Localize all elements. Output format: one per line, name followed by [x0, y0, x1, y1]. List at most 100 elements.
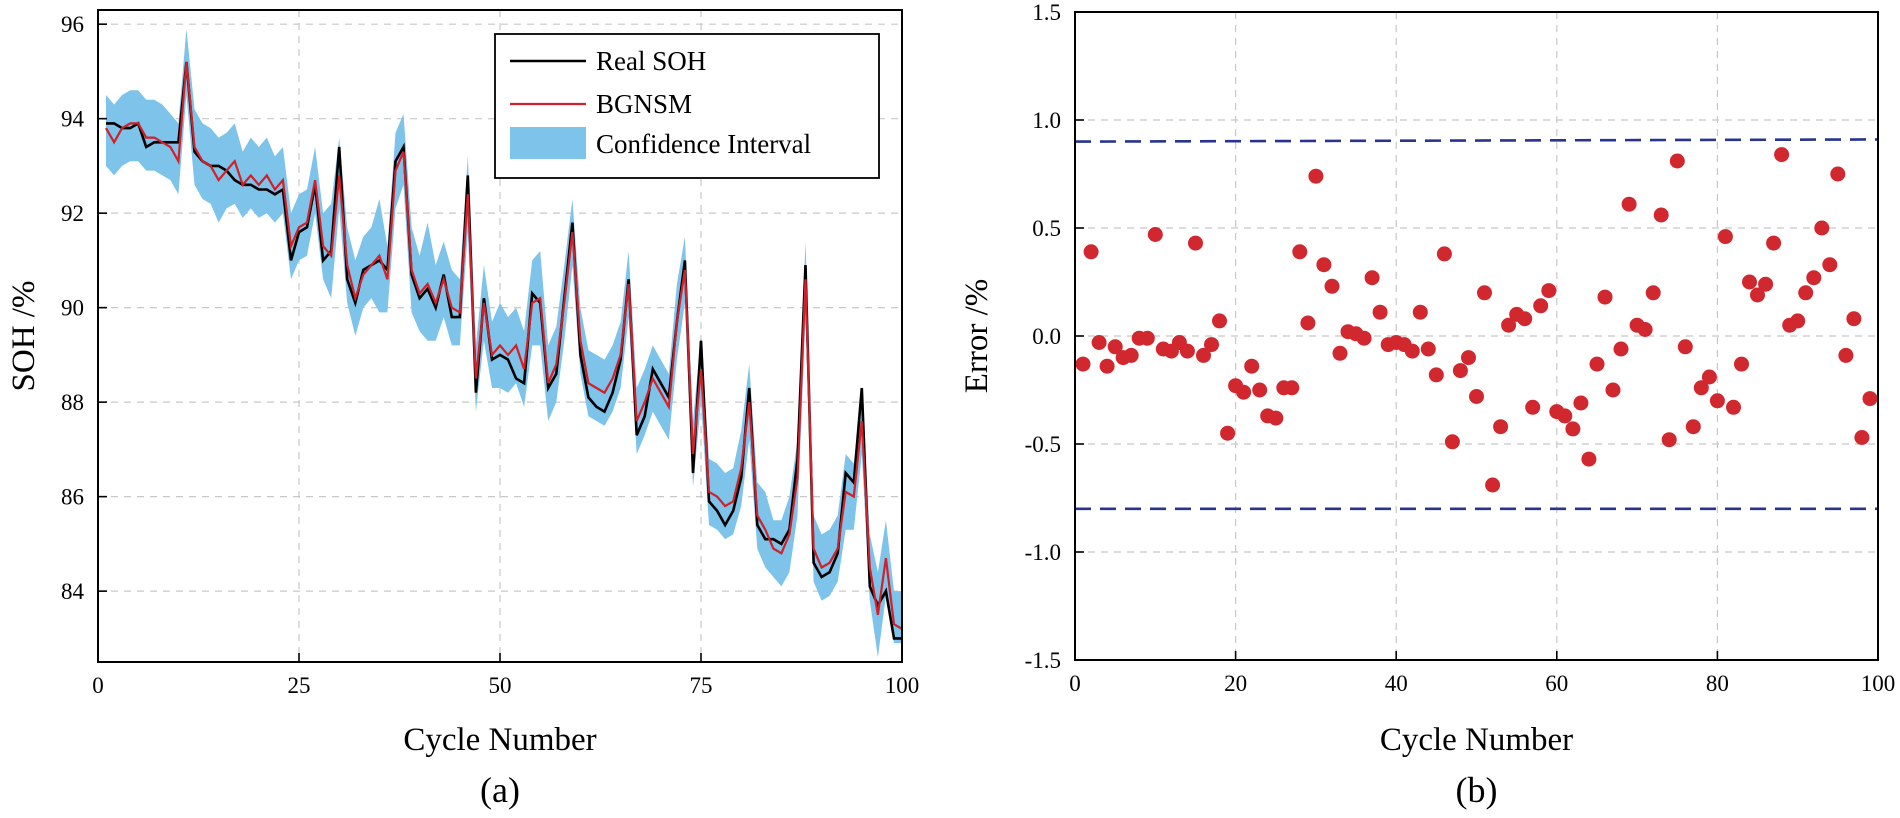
error-point: [1404, 343, 1420, 359]
x-tick-label: 50: [489, 673, 512, 698]
error-point: [1701, 369, 1717, 385]
error-point: [1717, 229, 1733, 245]
x-tick-label: 20: [1224, 671, 1247, 696]
error-point: [1364, 270, 1380, 286]
error-point: [1693, 380, 1709, 396]
error-point: [1428, 367, 1444, 383]
error-point: [1758, 276, 1774, 292]
error-point: [1774, 147, 1790, 163]
error-point: [1236, 384, 1252, 400]
error-point: [1822, 257, 1838, 273]
panel-b-grid: [1075, 12, 1878, 660]
error-point: [1147, 227, 1163, 242]
error-point: [1581, 451, 1597, 467]
y-tick-label: 94: [61, 107, 85, 132]
error-point: [1517, 311, 1533, 327]
panel-a-y-axis-label: SOH /%: [6, 281, 42, 392]
y-tick-label: 86: [61, 485, 84, 510]
error-point: [1790, 313, 1806, 329]
error-point: [1661, 432, 1677, 448]
error-point: [1139, 330, 1155, 346]
error-point: [1798, 285, 1814, 301]
error-point: [1854, 430, 1870, 445]
error-point: [1573, 395, 1589, 411]
error-point: [1412, 304, 1428, 320]
error-point: [1091, 335, 1107, 350]
error-point: [1677, 339, 1693, 355]
error-point: [1075, 356, 1091, 372]
error-point: [1284, 380, 1300, 396]
upper-error-bound-line: [1074, 138, 1879, 143]
error-point: [1565, 421, 1581, 437]
panel-b-ticks: 0 20 40 60 80 100 -1.5 -1.0 -0.5 0.0 0.5 1.0 1.5: [1025, 0, 1896, 696]
error-point: [1814, 220, 1830, 236]
panel-a-label: (a): [480, 770, 520, 810]
y-tick-label: 1.5: [1032, 0, 1061, 25]
error-point: [1356, 330, 1372, 346]
confidence-interval-band: [106, 28, 902, 658]
error-point: [1557, 408, 1573, 424]
error-points: [1075, 147, 1878, 493]
error-point: [1268, 410, 1284, 426]
error-point: [1324, 278, 1340, 294]
panel-a-x-axis-label: Cycle Number: [403, 722, 596, 758]
error-point: [1083, 244, 1099, 260]
y-tick-label: 88: [61, 390, 84, 415]
x-tick-label: 40: [1385, 671, 1408, 696]
y-tick-label: -1.0: [1025, 540, 1061, 565]
error-point: [1212, 313, 1227, 329]
error-point: [1597, 289, 1613, 305]
error-point: [1734, 356, 1749, 372]
error-point: [1372, 304, 1388, 320]
error-point: [1742, 274, 1757, 290]
y-tick-label: -1.5: [1025, 648, 1061, 673]
error-point: [1469, 389, 1484, 404]
error-point: [1123, 347, 1139, 363]
error-point: [1493, 419, 1509, 435]
bgnsm-line: [105, 61, 903, 630]
error-point: [1613, 341, 1629, 357]
error-point: [1533, 298, 1549, 314]
error-point: [1838, 347, 1854, 363]
x-tick-label: 80: [1706, 671, 1729, 696]
error-point: [1846, 311, 1862, 327]
error-point: [1099, 358, 1115, 374]
error-point: [1477, 285, 1492, 301]
error-point: [1621, 196, 1637, 212]
x-tick-label: 60: [1545, 671, 1568, 696]
error-point: [1685, 419, 1701, 435]
error-point: [1444, 434, 1460, 450]
x-tick-label: 0: [92, 673, 104, 698]
y-tick-label: 0.5: [1032, 216, 1061, 241]
x-tick-label: 100: [885, 673, 920, 698]
error-point: [1461, 350, 1476, 366]
error-point: [1709, 393, 1725, 409]
y-tick-label: -0.5: [1025, 432, 1061, 457]
x-tick-label: 100: [1861, 671, 1896, 696]
error-point: [1107, 339, 1123, 355]
error-point: [1830, 166, 1846, 182]
error-point: [1204, 337, 1219, 353]
panel-b-x-axis-label: Cycle Number: [1380, 722, 1573, 758]
error-point: [1862, 391, 1878, 407]
x-tick-label: 0: [1069, 671, 1081, 696]
error-point: [1452, 363, 1468, 379]
error-point: [1653, 207, 1669, 223]
error-point: [1806, 270, 1822, 286]
error-point: [1196, 347, 1211, 363]
error-point: [1188, 235, 1203, 251]
error-point: [1726, 399, 1741, 415]
panel-b-y-axis-label: Error /%: [959, 279, 995, 394]
panel-a-ticks: 0 25 50 75 100 84 86 88 90 92 94 96: [61, 12, 919, 698]
error-point: [1292, 244, 1308, 260]
x-tick-label: 75: [690, 673, 713, 698]
error-point: [1645, 285, 1661, 301]
y-tick-label: 0.0: [1032, 324, 1061, 349]
error-point: [1525, 399, 1541, 415]
error-point: [1332, 345, 1348, 361]
error-point: [1436, 246, 1452, 262]
error-point: [1750, 287, 1765, 303]
legend-swatch-confidence-interval: [510, 127, 586, 159]
error-point: [1605, 382, 1621, 398]
